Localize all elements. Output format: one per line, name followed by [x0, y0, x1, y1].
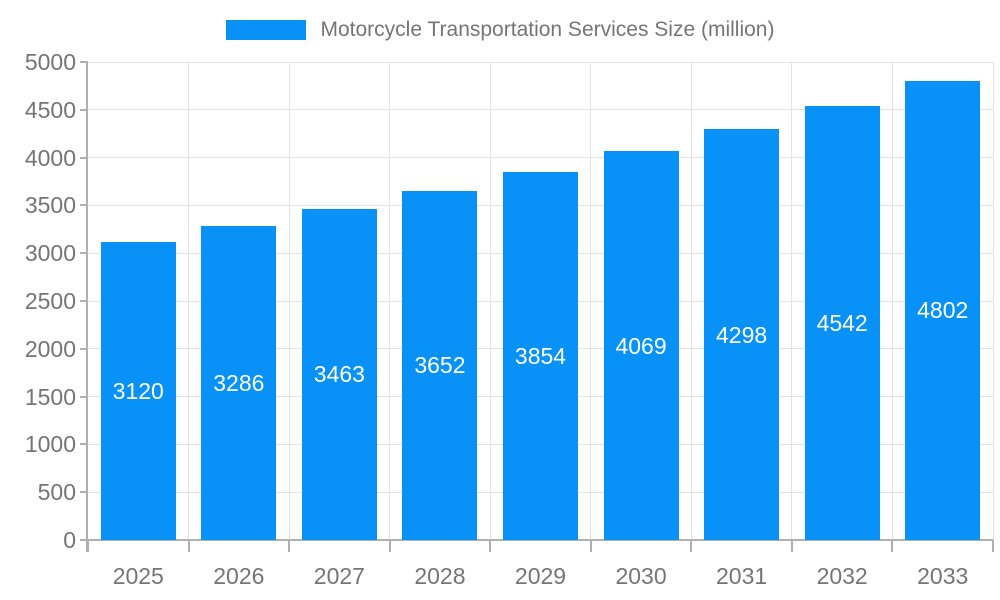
bar-value-label: 3286	[213, 369, 265, 396]
x-axis-label: 2032	[816, 563, 868, 589]
bar[interactable]	[301, 208, 377, 540]
h-gridline	[88, 109, 993, 111]
y-axis-tick	[80, 156, 88, 159]
y-axis-tick	[80, 252, 88, 255]
bar[interactable]	[804, 105, 880, 540]
x-axis-tick	[288, 540, 291, 552]
x-axis-label: 2027	[313, 563, 365, 589]
h-gridline	[88, 157, 993, 159]
y-axis-line	[86, 62, 88, 552]
bar[interactable]	[201, 225, 277, 540]
bar-value-label: 3854	[514, 342, 567, 369]
y-axis-tick	[80, 108, 88, 111]
x-axis-tick	[790, 540, 793, 552]
legend-label: Motorcycle Transportation Services Size …	[320, 18, 775, 41]
y-axis-label: 2500	[24, 288, 76, 314]
bar[interactable]	[603, 151, 679, 540]
bar[interactable]	[100, 241, 176, 540]
x-axis-tick	[187, 540, 190, 552]
bar-value-label: 4069	[615, 332, 667, 359]
x-axis-tick	[87, 540, 89, 552]
x-axis-tick	[489, 540, 492, 552]
bar[interactable]	[704, 129, 780, 540]
y-axis-label: 2000	[24, 335, 76, 362]
y-axis-tick	[80, 443, 88, 446]
y-axis-tick	[80, 347, 88, 350]
bar-value-label: 3120	[112, 377, 164, 404]
y-axis-tick	[80, 204, 88, 207]
v-gridline	[389, 62, 391, 540]
v-gridline	[791, 62, 793, 540]
bar[interactable]	[402, 190, 478, 540]
bar-value-label: 4542	[816, 309, 868, 336]
x-axis-tick	[992, 540, 994, 552]
bar-value-label: 4298	[716, 321, 768, 348]
legend-swatch-icon	[225, 20, 306, 40]
y-axis-tick	[80, 300, 88, 302]
v-gridline	[690, 62, 692, 540]
y-axis-label: 3000	[24, 240, 76, 267]
v-gridline	[992, 62, 994, 540]
v-gridline	[288, 62, 290, 540]
y-axis-label: 3500	[24, 192, 76, 219]
y-axis-tick	[80, 61, 88, 63]
y-axis-label: 1000	[24, 431, 76, 458]
y-axis-label: 1500	[24, 383, 76, 410]
bar-value-label: 3652	[414, 352, 466, 379]
x-axis-tick	[891, 540, 894, 552]
x-axis-tick	[589, 540, 592, 552]
x-axis-tick	[690, 540, 693, 552]
x-axis-label: 2030	[615, 563, 667, 589]
y-axis-label: 4000	[24, 144, 76, 171]
x-axis-label: 2025	[112, 563, 164, 589]
v-gridline	[489, 62, 491, 540]
x-axis-label: 2029	[514, 563, 567, 589]
legend[interactable]: Motorcycle Transportation Services Size …	[0, 14, 1000, 46]
v-gridline	[188, 62, 190, 540]
y-axis-label: 5000	[24, 49, 76, 75]
v-gridline	[590, 62, 592, 540]
v-gridline	[891, 62, 893, 540]
y-axis-tick	[80, 491, 88, 494]
y-axis-label: 0	[63, 527, 76, 553]
h-gridline	[88, 61, 993, 63]
bar-value-label: 4802	[917, 297, 969, 324]
x-axis-tick	[388, 540, 391, 552]
y-axis-label: 500	[37, 479, 76, 506]
x-axis-line	[80, 539, 993, 541]
bar[interactable]	[503, 171, 578, 540]
x-axis-label: 2028	[414, 563, 466, 589]
bar[interactable]	[905, 80, 981, 540]
bar-value-label: 3463	[313, 361, 365, 388]
x-axis-label: 2033	[917, 563, 969, 589]
y-axis-tick	[80, 395, 88, 398]
x-axis-label: 2031	[716, 563, 768, 589]
y-axis-label: 4500	[24, 96, 76, 123]
x-axis-label: 2026	[213, 563, 265, 589]
